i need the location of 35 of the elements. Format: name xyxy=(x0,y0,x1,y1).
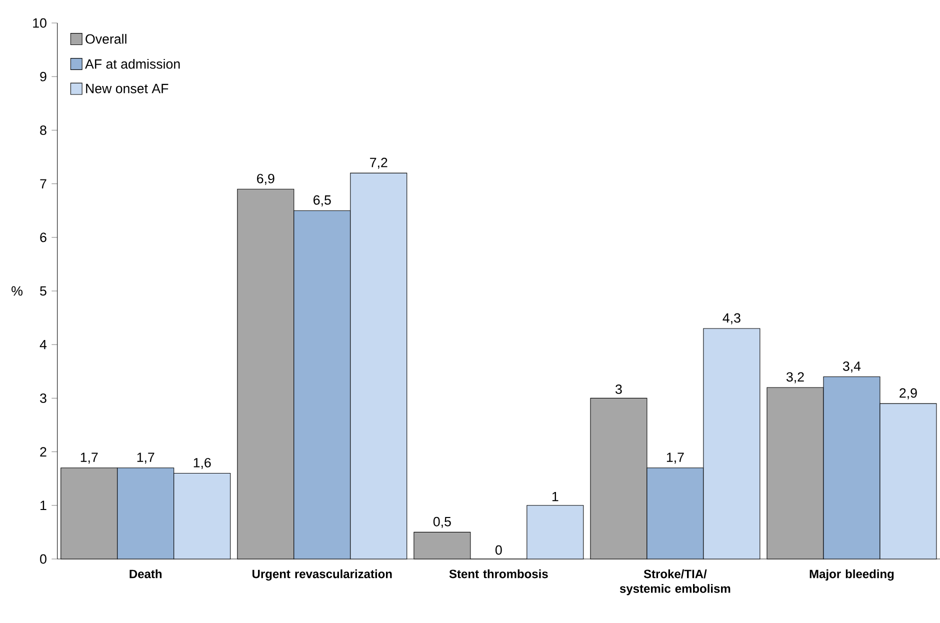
data-label: 1 xyxy=(552,492,558,502)
data-label: 0 xyxy=(495,545,502,555)
y-tick-label: 3 xyxy=(40,393,46,403)
y-axis-title: % xyxy=(12,286,22,296)
x-tick-label: Death xyxy=(130,569,162,578)
y-tick-label: 5 xyxy=(40,286,46,296)
x-tick-label: Stent thrombosis xyxy=(449,569,548,578)
y-tick-label: 7 xyxy=(40,179,46,188)
y-tick-label: 0 xyxy=(40,554,46,564)
legend-label: New onset AF xyxy=(86,84,168,94)
x-tick-label: Stroke/TIA/ systemic embolism xyxy=(620,569,730,596)
data-label: 0,5 xyxy=(433,516,451,528)
data-label: 6,9 xyxy=(257,174,274,185)
y-tick-label: 4 xyxy=(40,340,47,350)
data-label: 1,7 xyxy=(137,452,154,464)
y-tick-label: 8 xyxy=(40,125,46,135)
y-tick-label: 1 xyxy=(40,500,46,510)
data-label: 1,7 xyxy=(666,452,684,464)
data-label: 1,6 xyxy=(194,458,211,469)
data-label: 3,2 xyxy=(786,372,804,384)
y-tick-label: 9 xyxy=(40,72,46,82)
y-tick-label: 6 xyxy=(40,232,46,242)
y-tick-label: 10 xyxy=(33,18,46,28)
legend-label: Overall xyxy=(86,34,126,44)
legend-label: AF at admission xyxy=(85,58,180,69)
data-label: 7,2 xyxy=(370,158,388,169)
y-tick-label: 2 xyxy=(40,447,46,456)
x-tick-label: Urgent revascularization xyxy=(252,569,392,581)
data-label: 4,3 xyxy=(722,313,740,324)
data-label: 1,7 xyxy=(80,452,98,464)
data-label: 3 xyxy=(616,384,622,394)
data-label: 3,4 xyxy=(842,361,861,372)
data-label: 2,9 xyxy=(900,388,917,400)
data-label: 6,5 xyxy=(314,195,331,206)
x-tick-label: Major bleeding xyxy=(810,569,894,581)
